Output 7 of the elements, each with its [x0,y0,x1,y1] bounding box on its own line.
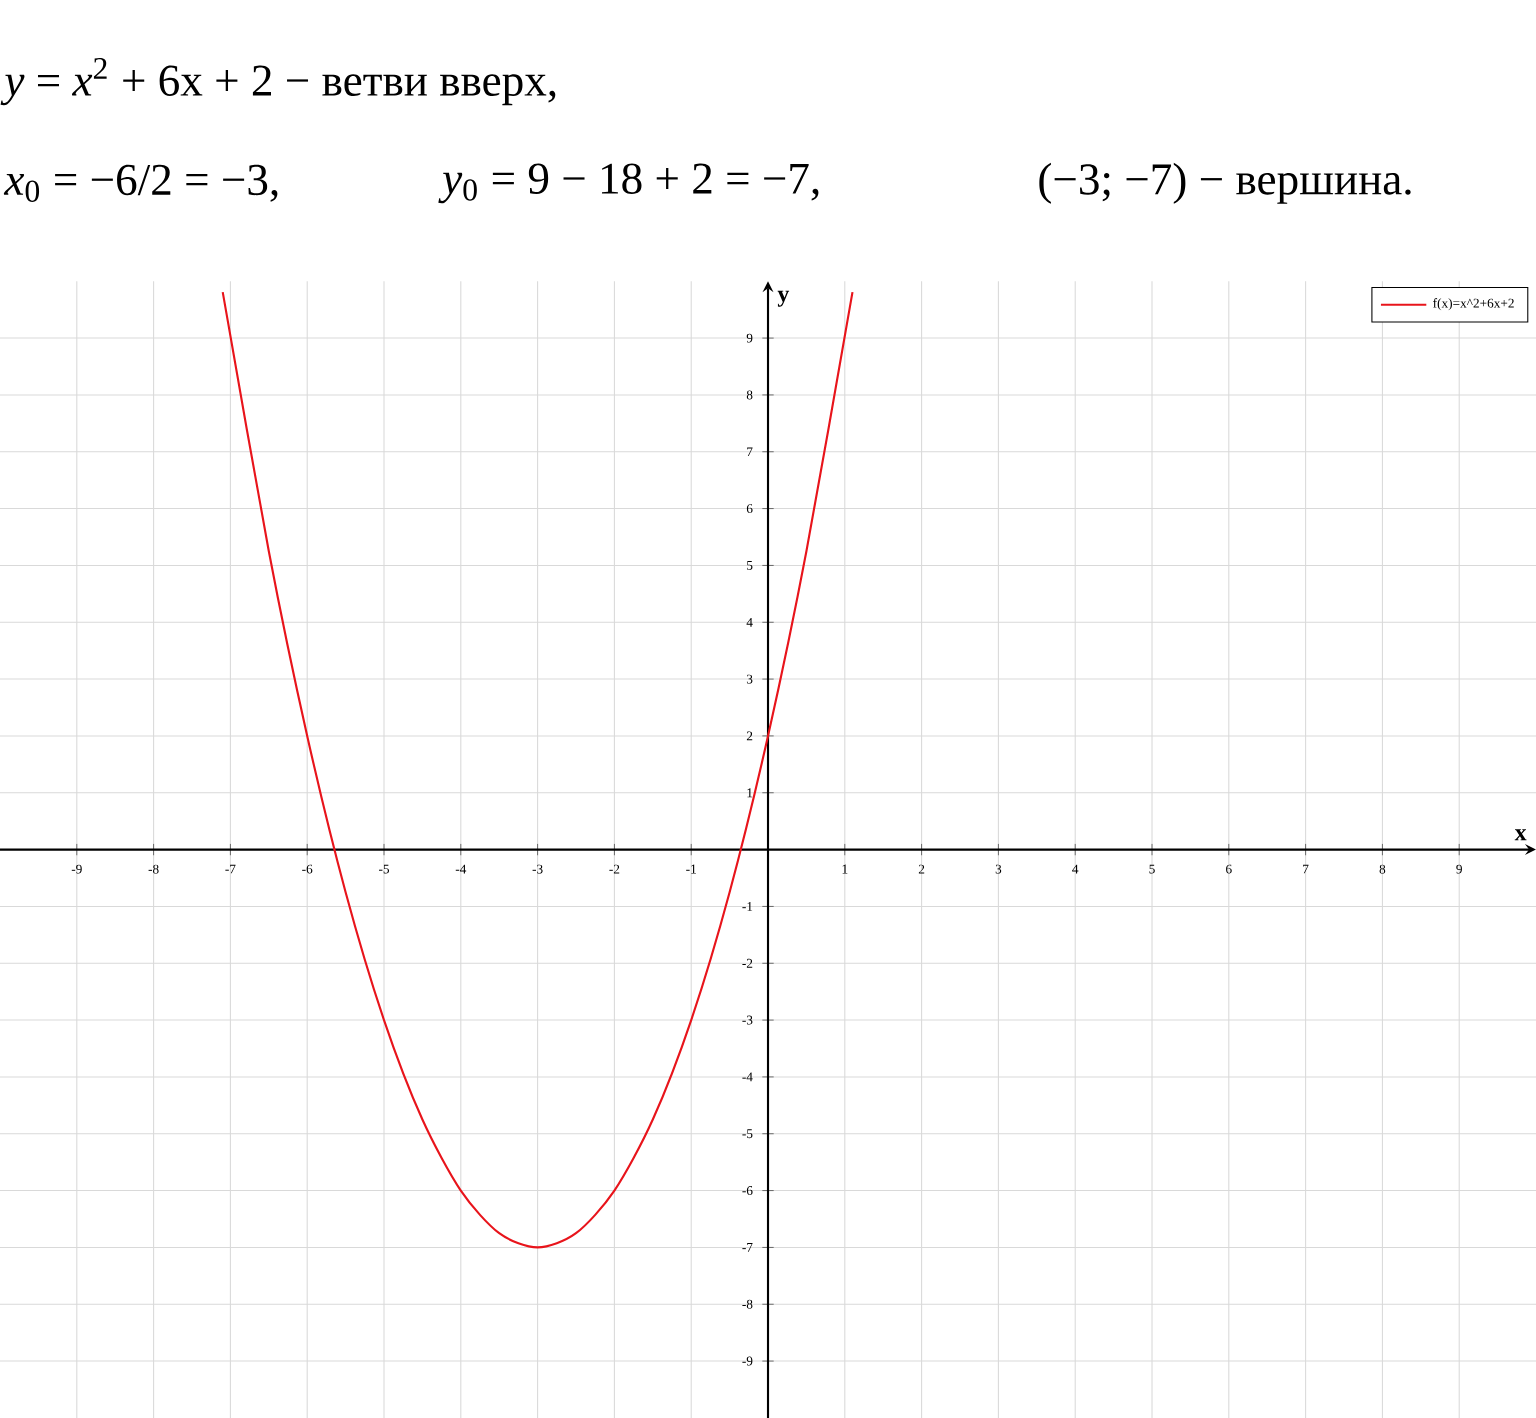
x-axis-title: x [1514,829,1527,841]
text: (−3; −7) − вершина. [1039,162,1411,204]
y-axis-title: y [777,290,790,307]
text: y$_{0}$ = 9 − 18 + 2 = −7, [438,163,819,204]
text: x$_{0}$ = −6/2 = −3, [3,164,278,202]
text: y = x$^{2}$ + 6x + 2 − ветви вверх, [0,57,556,106]
line-series [221,291,854,1249]
